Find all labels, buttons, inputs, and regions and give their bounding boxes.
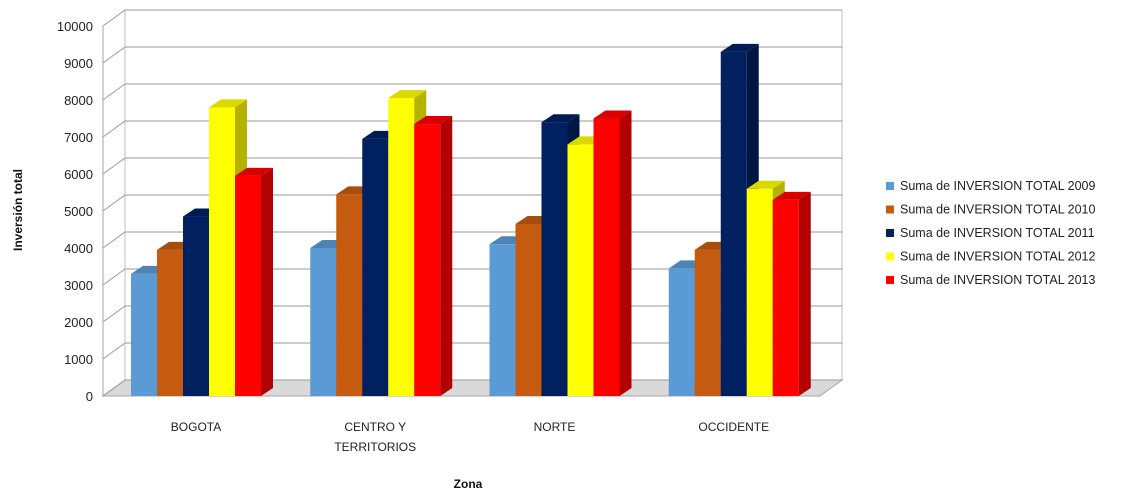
legend-label: Suma de INVERSION TOTAL 2010 bbox=[900, 203, 1096, 217]
gridline bbox=[102, 9, 842, 27]
bar-front bbox=[336, 194, 363, 396]
bar-top bbox=[235, 167, 273, 176]
gridline bbox=[102, 46, 842, 64]
bar-front bbox=[567, 144, 594, 396]
y-tick-label: 7000 bbox=[64, 130, 93, 145]
bar-front bbox=[388, 98, 415, 397]
bar-top bbox=[720, 43, 759, 52]
category-label: CENTRO Y TERRITORIOS bbox=[334, 420, 416, 454]
bar bbox=[772, 191, 811, 396]
bar bbox=[235, 167, 273, 396]
bar-top bbox=[388, 90, 427, 99]
y-tick-label: 3000 bbox=[64, 278, 93, 293]
y-tick-label: 5000 bbox=[64, 204, 93, 219]
bar bbox=[414, 116, 453, 397]
legend-label: Suma de INVERSION TOTAL 2013 bbox=[900, 273, 1096, 287]
bar-top bbox=[593, 110, 632, 119]
bar-side bbox=[798, 191, 811, 396]
bar-side bbox=[619, 110, 632, 396]
bar-front bbox=[183, 216, 209, 396]
bar-front bbox=[772, 199, 799, 396]
bar-top bbox=[541, 114, 580, 123]
y-tick-label: 10000 bbox=[57, 19, 93, 34]
y-tick-label: 4000 bbox=[64, 241, 93, 256]
legend-swatch bbox=[886, 252, 894, 261]
gridline bbox=[102, 83, 842, 101]
y-tick-label: 8000 bbox=[64, 93, 93, 108]
bar-front bbox=[489, 244, 516, 396]
bar-front bbox=[310, 248, 337, 396]
bar-side bbox=[261, 167, 273, 396]
y-tick-label: 9000 bbox=[64, 56, 93, 71]
bar-front bbox=[720, 51, 747, 397]
legend-item: Suma de INVERSION TOTAL 2012 bbox=[886, 250, 1096, 264]
bars bbox=[131, 43, 811, 397]
legend-swatch bbox=[886, 205, 894, 214]
y-tick-label: 6000 bbox=[64, 167, 93, 182]
bar-front bbox=[235, 175, 261, 396]
category-label: BOGOTA bbox=[171, 420, 221, 434]
x-axis-title: Zona bbox=[454, 477, 483, 491]
bar-front bbox=[157, 249, 183, 396]
legend-label: Suma de INVERSION TOTAL 2009 bbox=[900, 179, 1096, 193]
category-label: NORTE bbox=[534, 420, 576, 434]
bar-front bbox=[414, 124, 441, 397]
y-tick-label: 0 bbox=[86, 389, 93, 404]
y-tick-label: 1000 bbox=[64, 352, 93, 367]
category-labels: BOGOTA CENTRO Y TERRITORIOS NORTE OCCIDENTE bbox=[171, 420, 769, 454]
bar-front bbox=[515, 223, 542, 396]
legend-item: Suma de INVERSION TOTAL 2011 bbox=[886, 226, 1095, 240]
bar bbox=[593, 110, 632, 396]
bar-front bbox=[668, 268, 695, 396]
legend-swatch bbox=[886, 276, 894, 284]
legend-item: Suma de INVERSION TOTAL 2009 bbox=[886, 179, 1096, 193]
legend-item: Suma de INVERSION TOTAL 2010 bbox=[886, 203, 1096, 217]
bar-front bbox=[209, 107, 235, 397]
bar-front bbox=[541, 122, 568, 396]
legend: Suma de INVERSION TOTAL 2009 Suma de INVE… bbox=[886, 179, 1096, 287]
bar-front bbox=[746, 188, 773, 396]
category-label: OCCIDENTE bbox=[698, 420, 769, 434]
bar-front bbox=[694, 249, 721, 396]
bar-top bbox=[414, 116, 453, 125]
bar-top bbox=[209, 99, 247, 108]
bar-top bbox=[746, 180, 785, 189]
bar-front bbox=[593, 118, 620, 396]
legend-item: Suma de INVERSION TOTAL 2013 bbox=[886, 273, 1096, 287]
y-tick-labels: 0 1000 2000 3000 4000 5000 6000 7000 8000 9000 100… bbox=[57, 19, 93, 404]
legend-label: Suma de INVERSION TOTAL 2012 bbox=[900, 250, 1096, 264]
legend-swatch bbox=[886, 182, 894, 190]
bar-front bbox=[131, 273, 157, 396]
bar-top bbox=[772, 191, 811, 200]
bar-front bbox=[362, 138, 389, 396]
legend-label: Suma de INVERSION TOTAL 2011 bbox=[900, 226, 1095, 240]
bar-side bbox=[440, 116, 453, 397]
y-axis-title: Inversión total bbox=[11, 169, 25, 251]
legend-swatch bbox=[886, 229, 894, 237]
y-tick-label: 2000 bbox=[64, 315, 93, 330]
